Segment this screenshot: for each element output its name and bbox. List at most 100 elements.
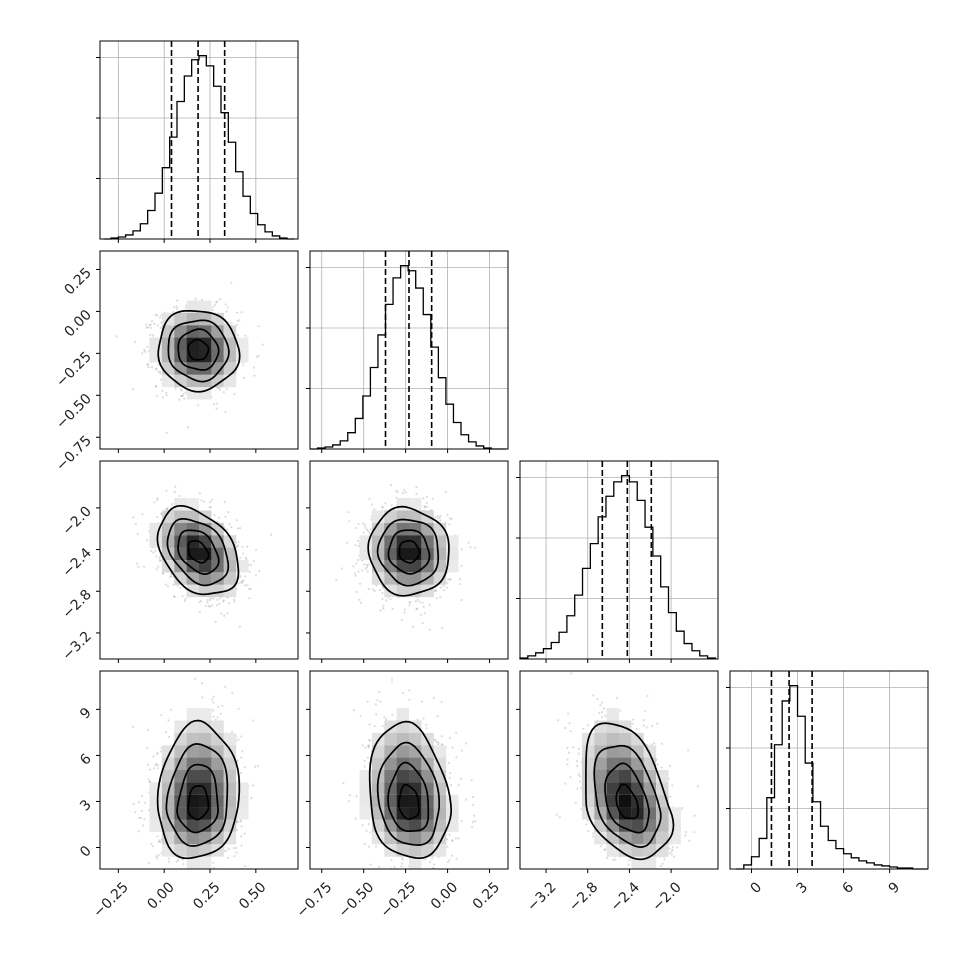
scatter-point (241, 580, 244, 583)
density-cell (236, 337, 249, 350)
scatter-point (363, 563, 366, 566)
scatter-point (157, 370, 160, 373)
scatter-point (223, 614, 226, 617)
scatter-point (166, 585, 170, 588)
scatter-point (439, 519, 442, 522)
scatter-point (154, 313, 157, 316)
density-cell (384, 560, 397, 573)
scatter-point (460, 548, 463, 551)
contour-level-2 (376, 518, 440, 587)
density-cell (149, 350, 162, 363)
scatter-point (183, 397, 186, 400)
pair-panel-0-1 (96, 250, 299, 453)
scatter-point (242, 364, 245, 367)
scatter-point (373, 508, 376, 511)
contour-level-1 (177, 529, 220, 575)
scatter-point (169, 575, 172, 579)
scatter-point (241, 750, 244, 753)
scatter-point (390, 484, 393, 487)
scatter-point (176, 299, 179, 302)
scatter-point (173, 595, 176, 598)
scatter-point (168, 860, 171, 863)
density-cell (174, 572, 187, 585)
density-cell (396, 584, 409, 598)
scatter-point (115, 335, 118, 338)
scatter-point (239, 575, 242, 578)
scatter-point (146, 363, 150, 366)
scatter-point (218, 386, 221, 389)
histogram-step-0 (103, 55, 295, 240)
scatter-point (244, 556, 247, 559)
scatter-point (428, 603, 431, 606)
scatter-point (233, 600, 236, 603)
density-cell (223, 350, 237, 363)
scatter-point (355, 590, 358, 594)
scatter-point (186, 426, 189, 429)
histogram-panel-0 (96, 40, 299, 243)
scatter-point (354, 526, 357, 530)
pair-panel-content (132, 485, 273, 628)
density-cell (396, 572, 409, 585)
scatter-point (153, 322, 156, 325)
scatter-point (134, 522, 137, 525)
scatter-point (357, 539, 360, 543)
scatter-point (415, 486, 418, 489)
scatter-point (240, 735, 243, 738)
scatter-point (222, 600, 225, 603)
scatter-point (257, 354, 260, 357)
scatter-point (404, 491, 407, 494)
density-cell (161, 374, 175, 388)
scatter-point (385, 599, 388, 602)
scatter-point (175, 305, 178, 308)
scatter-point (381, 592, 384, 595)
scatter-point (365, 566, 369, 569)
scatter-point (180, 394, 183, 397)
scatter-point (166, 507, 169, 510)
scatter-point (435, 597, 438, 600)
scatter-point (235, 545, 238, 548)
scatter-point (448, 577, 452, 580)
density-cell (186, 522, 199, 536)
density-cell (384, 522, 397, 536)
scatter-point (207, 604, 210, 608)
scatter-point (244, 334, 247, 337)
scatter-point (194, 677, 197, 681)
scatter-point (408, 604, 411, 607)
scatter-point (211, 698, 214, 701)
panel-background (100, 41, 298, 239)
scatter-point (179, 388, 183, 391)
scatter-point (389, 598, 392, 601)
scatter-point (211, 308, 214, 311)
density-cell (421, 522, 434, 536)
density-cell (433, 572, 447, 585)
scatter-point (424, 505, 427, 508)
scatter-point (228, 522, 231, 525)
contour-level-0 (187, 338, 210, 361)
density-cell (409, 498, 422, 511)
corner-plot-panels: −0.25 0.00 0.25 0.50 −0.75 −0.50 −0.25 0.00 0.25… (53, 40, 929, 921)
scatter-point (204, 604, 207, 607)
scatter-point (401, 492, 405, 495)
scatter-point (229, 879, 231, 881)
scatter-point (155, 367, 158, 370)
scatter-point (215, 300, 218, 303)
scatter-point (384, 502, 387, 505)
scatter-point (150, 549, 153, 552)
scatter-point (175, 860, 178, 863)
scatter-point (364, 526, 367, 529)
scatter-point (156, 515, 159, 519)
panel-frame (309, 460, 509, 660)
scatter-point (181, 595, 184, 598)
scatter-point (169, 572, 172, 575)
scatter-point (143, 801, 146, 804)
panel-background (520, 461, 718, 659)
contour-level-3 (367, 505, 450, 597)
scatter-point (155, 394, 159, 397)
density-cell (199, 300, 212, 313)
density-cell (396, 522, 409, 536)
scatter-point (431, 497, 434, 500)
scatter-point (189, 876, 191, 878)
density-cell (199, 547, 212, 560)
scatter-point (237, 871, 239, 873)
density-cell (433, 547, 447, 560)
